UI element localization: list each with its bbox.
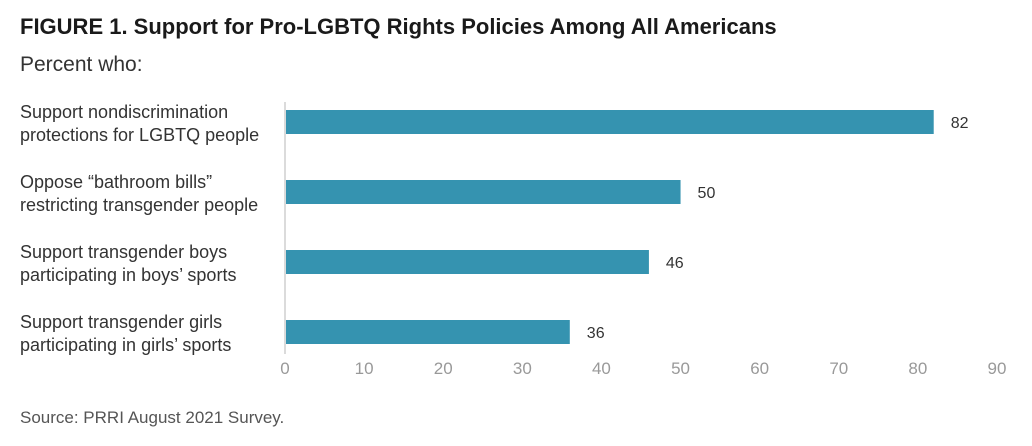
value-label-2: 46 xyxy=(666,255,684,272)
x-tick-label-1: 10 xyxy=(355,359,374,378)
bar-2 xyxy=(286,250,649,274)
source-note: Source: PRRI August 2021 Survey. xyxy=(20,408,285,427)
chart-subtitle: Percent who: xyxy=(20,53,143,76)
value-label-0: 82 xyxy=(951,115,969,132)
x-tick-label-2: 20 xyxy=(434,359,453,378)
x-tick-label-4: 40 xyxy=(592,359,611,378)
bar-1 xyxy=(286,180,681,204)
bar-3 xyxy=(286,320,570,344)
chart-title: FIGURE 1. Support for Pro-LGBTQ Rights P… xyxy=(20,14,777,39)
category-label-2: Support transgender boys participating in… xyxy=(20,242,236,285)
x-tick-label-7: 70 xyxy=(829,359,848,378)
x-tick-label-9: 90 xyxy=(988,359,1007,378)
value-label-3: 36 xyxy=(587,325,605,342)
category-label-1: Oppose “bathroom bills” restricting trans… xyxy=(20,172,258,215)
value-label-1: 50 xyxy=(698,185,716,202)
category-label-3: Support transgender girls participating i… xyxy=(20,312,231,355)
x-tick-label-6: 60 xyxy=(750,359,769,378)
x-tick-label-5: 50 xyxy=(671,359,690,378)
category-label-0: Support nondiscrimination protections for… xyxy=(20,102,259,145)
x-tick-label-0: 0 xyxy=(280,359,289,378)
bar-0 xyxy=(286,110,934,134)
x-tick-label-8: 80 xyxy=(908,359,927,378)
x-tick-label-3: 30 xyxy=(513,359,532,378)
